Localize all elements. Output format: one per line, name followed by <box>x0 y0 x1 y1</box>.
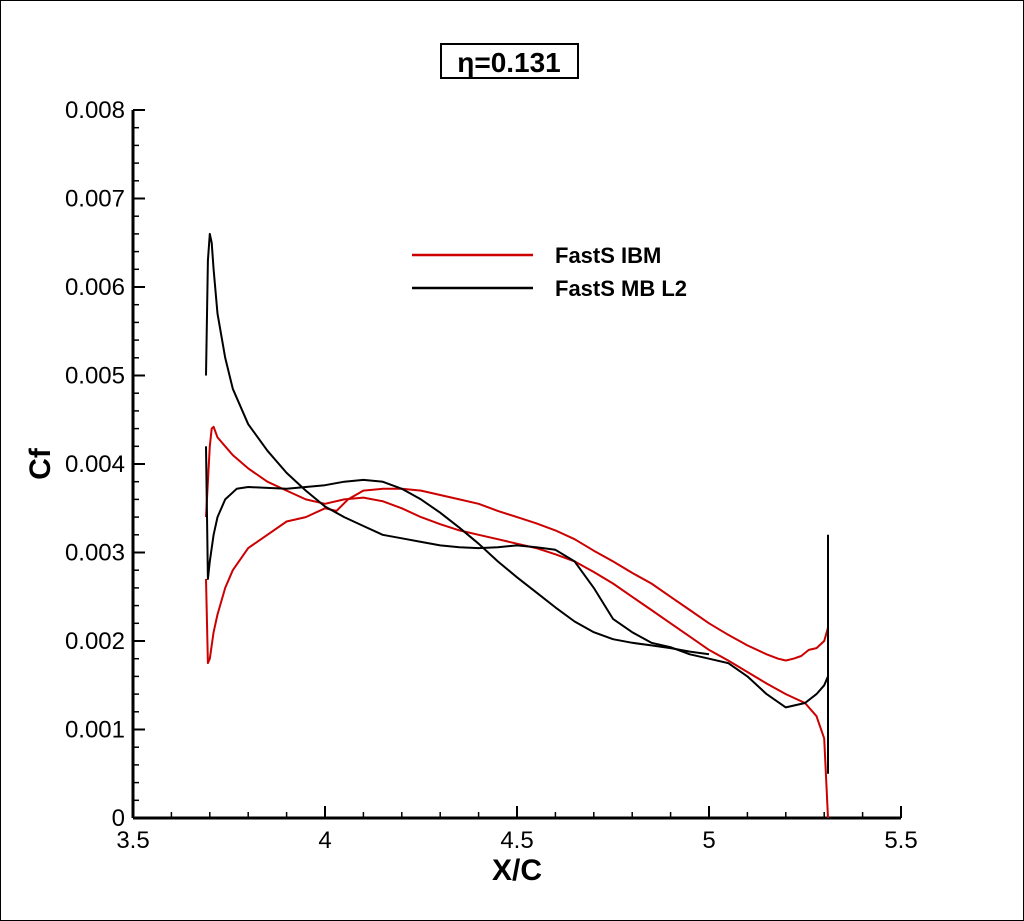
legend-label-ibm: FastS IBM <box>555 243 661 268</box>
chart-title: η=0.131 <box>440 43 579 79</box>
title-box <box>440 43 579 79</box>
x-tick-label: 4 <box>318 827 331 854</box>
legend-item-ibm: FastS IBM <box>412 243 661 268</box>
y-tick-label: 0.005 <box>65 363 125 390</box>
legend-item-mb: FastS MB L2 <box>412 276 687 301</box>
y-tick-label: 0.008 <box>65 97 125 124</box>
x-tick-label: 5.5 <box>884 827 917 854</box>
x-tick-label: 3.5 <box>116 827 149 854</box>
series-line-ibm-1 <box>205 425 829 819</box>
x-tick-label: 5 <box>702 827 715 854</box>
series-line-ibm-0 <box>205 487 829 665</box>
x-tick-label: 4.5 <box>500 827 533 854</box>
title-text: η=0.131 <box>457 47 561 78</box>
y-tick-label: 0.006 <box>65 274 125 301</box>
y-tick-label: 0 <box>112 805 125 832</box>
y-tick-label: 0.007 <box>65 186 125 213</box>
y-axis-title: Cf <box>24 447 57 480</box>
y-tick-label: 0.003 <box>65 540 125 567</box>
y-tick-label: 0.002 <box>65 628 125 655</box>
axes <box>131 110 901 820</box>
legend: FastS IBM FastS MB L2 <box>412 243 687 301</box>
series-layer <box>205 232 829 819</box>
x-axis-title: X/C <box>492 854 542 887</box>
x-ticks: 3.5 4 4.5 5 5.5 <box>116 806 918 854</box>
legend-label-mb: FastS MB L2 <box>555 276 687 301</box>
y-tick-label: 0.004 <box>65 451 125 478</box>
series-line-mb-0 <box>205 446 710 656</box>
series-line-mb-1 <box>205 232 829 709</box>
y-tick-label: 0.001 <box>65 717 125 744</box>
y-ticks: 0 0.001 0.002 0.003 0.004 0.005 0.006 0.007 0.00… <box>65 97 145 832</box>
